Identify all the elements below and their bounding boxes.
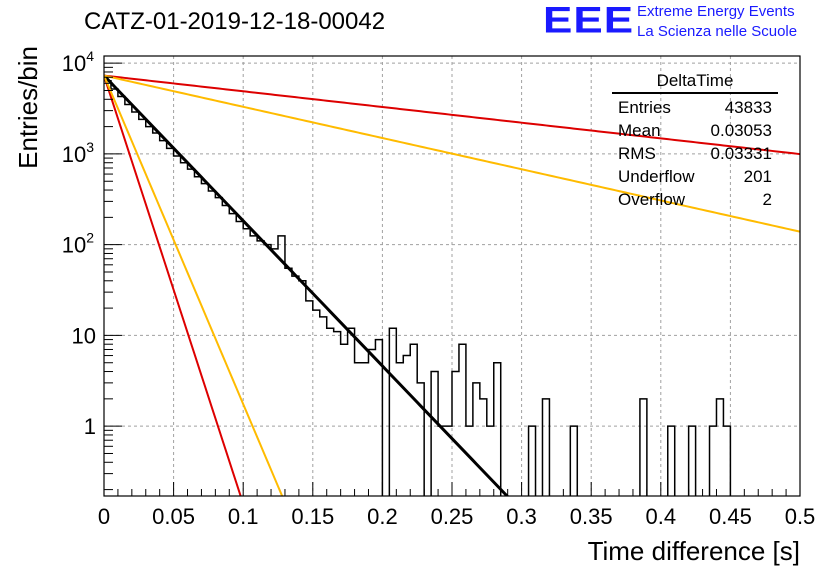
logo-line-2: La Scienza nelle Scuole <box>637 23 798 40</box>
ticks <box>103 62 801 496</box>
stats-row-underflow: Underflow 201 <box>612 165 778 188</box>
stats-row-rms: RMS 0.03331 <box>612 142 778 165</box>
y-tick-label: 10 <box>72 323 96 348</box>
y-tick-label: 102 <box>62 230 94 258</box>
stats-label: Overflow <box>618 190 686 209</box>
stats-row-entries: Entries 43833 <box>612 96 778 119</box>
eee-logo: EEE <box>543 0 635 42</box>
stats-row-overflow: Overflow 2 <box>612 188 778 211</box>
stats-value: 0.03053 <box>710 121 772 140</box>
x-tick-label: 0.15 <box>291 504 334 529</box>
stats-value: 0.03331 <box>710 144 772 163</box>
x-tick-label: 0.25 <box>431 504 474 529</box>
histogram-line <box>104 80 732 496</box>
stats-box: DeltaTime Entries 43833 Mean 0.03053 RMS… <box>612 71 778 211</box>
stats-value: 2 <box>762 190 772 209</box>
y-tick-label: 103 <box>62 139 94 167</box>
fit-curve-2 <box>104 74 800 156</box>
x-tick-label: 0.1 <box>228 504 259 529</box>
grid <box>104 56 800 496</box>
y-axis-label: Entries/bin <box>13 46 43 169</box>
fit-curve-3 <box>104 74 800 233</box>
y-tick-label-exponent: 3 <box>86 139 94 155</box>
plot-title: CATZ-01-2019-12-18-00042 <box>84 8 386 35</box>
stats-value: 43833 <box>724 98 772 117</box>
fit-curve-5 <box>104 75 284 496</box>
y-tick-label-base: 10 <box>62 142 86 167</box>
x-tick-label: 0.05 <box>152 504 195 529</box>
y-tick-label-exponent: 2 <box>86 230 94 246</box>
stats-label: Underflow <box>618 167 695 186</box>
x-tick-label: 0.2 <box>367 504 398 529</box>
stats-label: Entries <box>618 98 671 117</box>
x-tick-label: 0 <box>98 504 110 529</box>
x-tick-label: 0.35 <box>570 504 613 529</box>
logo-line-1: Extreme Energy Events <box>637 3 795 20</box>
stats-label: RMS <box>618 144 656 163</box>
fit-curve-4 <box>104 75 242 496</box>
stats-row-mean: Mean 0.03053 <box>612 119 778 142</box>
x-tick-label: 0.4 <box>646 504 677 529</box>
fit-curve-1 <box>104 74 510 496</box>
x-tick-label: 0.3 <box>506 504 537 529</box>
x-tick-label: 0.45 <box>709 504 752 529</box>
stats-label: Mean <box>618 121 661 140</box>
stats-box-title: DeltaTime <box>612 71 778 94</box>
stats-value: 201 <box>743 167 772 186</box>
x-tick-label: 0.5 <box>785 504 816 529</box>
y-tick-label-base: 10 <box>62 51 86 76</box>
y-tick-label: 104 <box>62 48 94 76</box>
y-tick-label: 1 <box>84 414 96 439</box>
y-tick-label-base: 10 <box>62 233 86 258</box>
y-tick-label-exponent: 4 <box>86 48 94 64</box>
x-axis-label: Time difference [s] <box>588 536 800 566</box>
